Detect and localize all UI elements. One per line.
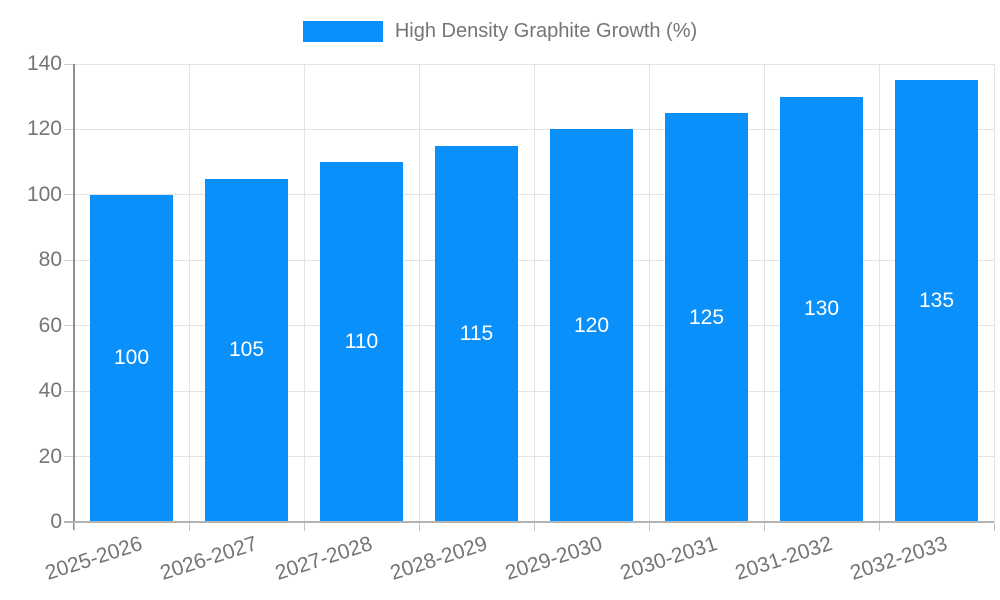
bar-value-label: 105	[228, 338, 265, 362]
y-axis-tick-label: 60	[38, 313, 62, 337]
gridline-vertical	[993, 64, 995, 522]
bar-value-label: 120	[573, 313, 610, 337]
y-axis-tick-label: 120	[26, 117, 62, 141]
y-axis-tick-label: 20	[38, 444, 62, 468]
bar-value-label: 125	[688, 305, 725, 329]
x-axis-line	[64, 521, 994, 523]
bar-2027-2028: 110	[320, 162, 403, 522]
bar-value-label: 115	[459, 321, 494, 345]
y-axis-line	[73, 64, 75, 530]
legend-label: High Density Graphite Growth (%)	[394, 20, 698, 42]
y-axis-tick	[64, 325, 74, 327]
bar-2029-2030: 120	[550, 129, 633, 522]
bar-value-label: 135	[918, 289, 955, 313]
bar-2028-2029: 115	[435, 145, 518, 522]
gridline-vertical	[648, 64, 650, 522]
gridline-vertical	[533, 64, 535, 522]
bar-value-label: 100	[113, 346, 150, 370]
bar-2025-2026: 100	[90, 194, 173, 522]
gridline-vertical	[188, 64, 190, 522]
x-axis-tick	[73, 523, 75, 531]
x-axis-tick	[303, 523, 305, 531]
y-axis-tick	[64, 259, 74, 261]
y-axis-tick-label: 80	[38, 248, 62, 272]
x-axis-tick	[418, 523, 420, 531]
y-axis-tick	[64, 456, 74, 458]
x-axis-tick	[993, 523, 995, 531]
gridline-vertical	[763, 64, 765, 522]
y-axis-tick-label: 0	[50, 510, 62, 533]
x-axis-tick	[188, 523, 190, 531]
x-axis-tick	[533, 523, 535, 531]
bar-2032-2033: 135	[895, 80, 978, 522]
bar-value-label: 130	[803, 297, 840, 321]
gridline-vertical	[878, 64, 880, 522]
x-axis-tick	[763, 523, 765, 531]
gridline-vertical	[418, 64, 420, 522]
chart-legend[interactable]: High Density Graphite Growth (%)	[0, 20, 1000, 43]
y-axis-tick	[64, 128, 74, 130]
bar-value-label: 110	[344, 330, 379, 354]
y-axis-tick	[64, 63, 74, 65]
bar-2030-2031: 125	[665, 113, 748, 522]
bar-2031-2032: 130	[780, 96, 863, 522]
y-axis-tick	[64, 390, 74, 392]
x-axis-tick	[648, 523, 650, 531]
y-axis-tick	[64, 194, 74, 196]
gridline-vertical	[303, 64, 305, 522]
legend-color-swatch	[302, 21, 383, 42]
y-axis-tick-label: 100	[26, 182, 62, 206]
plot-area: 0 20 40 60 80 100 120 140 100 105 110 115 120 125 130 1…	[27, 52, 995, 585]
y-axis-tick-label: 140	[26, 52, 62, 75]
y-axis-tick-label: 40	[38, 379, 62, 403]
x-axis-tick	[878, 523, 880, 531]
bar-2026-2027: 105	[205, 178, 288, 522]
